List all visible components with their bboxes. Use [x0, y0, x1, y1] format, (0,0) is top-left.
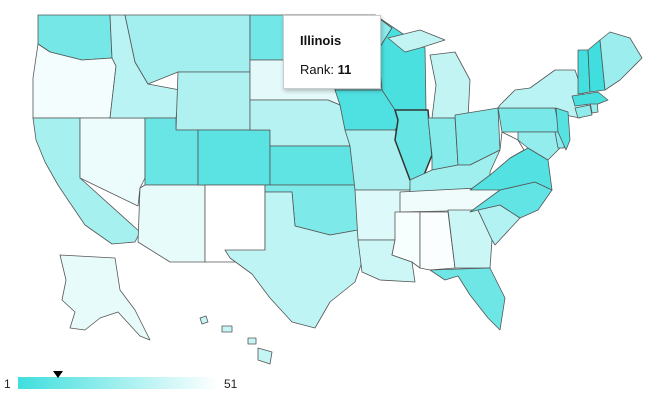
- state-tooltip: Illinois Rank: 11: [283, 15, 381, 89]
- tooltip-rank: Rank: 11: [300, 62, 351, 77]
- states-layer: [32, 14, 643, 365]
- state-pennsylvania[interactable]: [497, 107, 561, 133]
- state-wyoming[interactable]: [175, 71, 251, 131]
- state-arizona[interactable]: [137, 184, 206, 263]
- tooltip-rank-value: 11: [337, 62, 352, 77]
- state-colorado[interactable]: [197, 129, 271, 186]
- state-hawaii[interactable]: [199, 315, 273, 365]
- legend-min-label: 1: [4, 377, 11, 391]
- state-alabama[interactable]: [419, 211, 456, 271]
- state-kansas[interactable]: [269, 145, 356, 186]
- legend-color-bar: [18, 377, 218, 389]
- legend-max-label: 51: [224, 377, 238, 391]
- state-massachusetts[interactable]: [571, 91, 609, 107]
- tooltip-state-name: Illinois: [300, 33, 342, 48]
- state-indiana[interactable]: [427, 117, 459, 171]
- state-texas[interactable]: [224, 191, 363, 329]
- state-connecticut[interactable]: [574, 104, 593, 119]
- state-alaska[interactable]: [59, 254, 151, 341]
- state-maine[interactable]: [599, 31, 643, 91]
- state-florida[interactable]: [429, 267, 506, 331]
- legend-value-marker: [53, 371, 63, 378]
- tooltip-rank-label: Rank:: [300, 62, 338, 77]
- state-west-virginia[interactable]: [489, 131, 525, 176]
- state-new-jersey[interactable]: [555, 107, 571, 151]
